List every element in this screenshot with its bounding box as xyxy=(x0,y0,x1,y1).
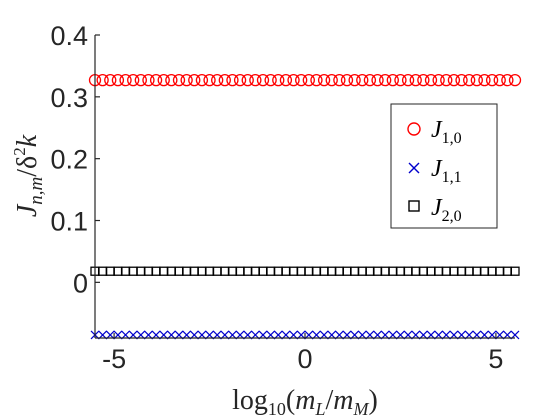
data-point xyxy=(440,73,453,87)
legend: J1,0 J1,1 J2,0 xyxy=(390,103,498,229)
data-point xyxy=(371,73,384,87)
data-point xyxy=(409,73,422,87)
data-point xyxy=(165,73,178,87)
data-point xyxy=(180,73,193,87)
y-tick-label: 0.2 xyxy=(50,145,88,175)
data-point xyxy=(302,73,315,87)
data-point xyxy=(256,73,270,87)
data-point xyxy=(119,73,132,87)
data-point xyxy=(478,73,491,87)
data-point xyxy=(317,73,331,87)
data-point xyxy=(127,73,140,87)
data-point xyxy=(356,73,369,87)
data-point xyxy=(218,73,231,87)
data-point xyxy=(203,73,216,87)
x-tick-label: -5 xyxy=(102,344,126,374)
data-point xyxy=(310,73,323,87)
legend-marker-x xyxy=(408,162,420,174)
data-point xyxy=(157,73,170,87)
y-tick-label: 0.1 xyxy=(50,207,88,237)
y-tick-label: 0 xyxy=(73,268,88,298)
data-point xyxy=(379,73,392,87)
data-point xyxy=(188,73,201,87)
data-point xyxy=(226,73,239,87)
data-point xyxy=(272,73,285,87)
data-point xyxy=(149,73,163,87)
legend-marker-square xyxy=(408,200,420,212)
tick-labels: -5 0 5 0 0.1 0.2 0.3 0.4 xyxy=(50,21,503,374)
data-point xyxy=(485,73,499,87)
y-tick-label: 0.4 xyxy=(50,21,88,51)
data-point xyxy=(508,73,522,87)
data-point xyxy=(111,73,125,87)
data-point xyxy=(295,73,308,87)
data-point xyxy=(432,73,445,87)
data-point xyxy=(195,73,209,87)
data-point xyxy=(401,73,415,87)
data-point xyxy=(172,73,186,87)
data-point xyxy=(211,73,224,87)
data-point xyxy=(325,73,338,87)
series-square xyxy=(90,266,520,276)
data-point xyxy=(463,73,476,87)
data-point xyxy=(142,73,155,87)
data-point xyxy=(249,73,262,87)
tick-marks xyxy=(95,34,497,338)
data-point xyxy=(363,73,377,87)
data-point xyxy=(134,73,147,87)
data-point xyxy=(386,73,399,87)
data-point xyxy=(424,73,438,87)
data-point xyxy=(333,73,346,87)
data-point xyxy=(241,73,254,87)
y-axis-label: Jn,m/δ2k xyxy=(10,134,47,217)
data-point xyxy=(348,73,361,87)
data-point xyxy=(233,73,247,87)
data-point xyxy=(394,73,407,87)
data-point xyxy=(447,73,461,87)
x-tick-label: 0 xyxy=(297,344,312,374)
legend-marker-circle xyxy=(407,122,421,136)
data-point xyxy=(455,73,468,87)
data-point xyxy=(104,73,117,87)
data-point xyxy=(417,73,430,87)
x-axis-label: log10(mL/mM) xyxy=(232,385,378,419)
data-point xyxy=(510,266,520,276)
y-tick-label: 0.3 xyxy=(50,83,88,113)
data-point xyxy=(279,73,293,87)
data-point xyxy=(470,73,483,87)
data-point xyxy=(501,73,514,87)
data-point xyxy=(287,73,300,87)
data-point xyxy=(264,73,277,87)
data-point xyxy=(96,73,109,87)
x-tick-label: 5 xyxy=(488,344,503,374)
data-point xyxy=(493,73,506,87)
data-point xyxy=(340,73,354,87)
series-circle xyxy=(88,73,522,87)
